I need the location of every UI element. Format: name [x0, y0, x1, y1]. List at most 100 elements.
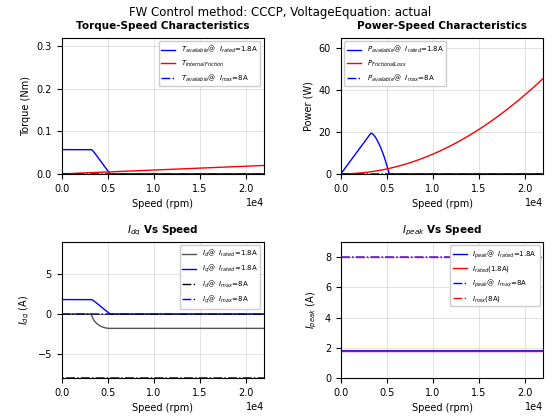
$P_{available}$@  $I_{rated}$=1.8A [338, 171, 344, 176]
$I_d$@  $I_{max}$=8A [58, 375, 65, 381]
$I_{peak}$@  $I_{rated}$=1.8A [361, 348, 367, 353]
$T_{available}$@  $I_{rated}$=1.8A [136, 171, 143, 176]
Line: $T_{available}$@  $I_{max}$=8A: $T_{available}$@ $I_{max}$=8A [62, 173, 264, 174]
Line: $I_q$@  $I_{max}$=8A: $I_q$@ $I_{max}$=8A [62, 313, 264, 314]
$T_{available}$@  $I_{max}$=8A [235, 171, 241, 176]
Legend: $P_{available}$@  $I_{rated}$=1.8A, $P_{FrictionalLoss}$, $P_{available}$@  $I_{: $P_{available}$@ $I_{rated}$=1.8A, $P_{F… [344, 41, 446, 87]
$P_{FrictionalLoss}$ [424, 154, 431, 159]
$I_{peak}$@  $I_{max}$=8A [424, 255, 431, 260]
$I_{peak}$@  $I_{max}$=8A [372, 255, 379, 260]
$I_q$@  $I_{rated}$=1.8A [235, 312, 241, 317]
$T_{InternalFriction}$ [260, 163, 267, 168]
$T_{InternalFriction}$ [81, 171, 88, 176]
$I_q$@  $I_{max}$=8A [260, 312, 267, 317]
$P_{available}$@  $I_{max}$=8A [361, 171, 367, 176]
$T_{available}$@  $I_{max}$=8A [94, 171, 100, 176]
$I_{peak}$@  $I_{rated}$=1.8A [415, 348, 422, 353]
$I_d$@  $I_{max}$=8A [136, 375, 143, 381]
$I_q$@  $I_{rated}$=1.8A [144, 312, 151, 317]
Line: $I_d$@  $I_{rated}$=1.8A: $I_d$@ $I_{rated}$=1.8A [62, 314, 264, 328]
Legend: $I_d$@  $I_{rated}$=1.8A, $I_q$@  $I_{rated}$=1.8A, $I_d$@  $I_{max}$=8A, $I_q$@: $I_d$@ $I_{rated}$=1.8A, $I_q$@ $I_{rate… [180, 245, 260, 309]
$I_q$@  $I_{max}$=8A [144, 312, 151, 317]
$T_{InternalFriction}$ [58, 171, 65, 176]
$I_{peak}$@  $I_{max}$=8A [338, 255, 344, 260]
$I_{peak}$@  $I_{rated}$=1.8A [514, 348, 521, 353]
$I_{max}$(8A) [338, 255, 344, 260]
$T_{InternalFriction}$ [235, 164, 241, 169]
$P_{available}$@  $I_{rated}$=1.8A [540, 171, 547, 176]
Y-axis label: $I_{dq}$ (A): $I_{dq}$ (A) [17, 295, 32, 325]
$I_d$@  $I_{rated}$=1.8A [58, 312, 65, 317]
$I_d$@  $I_{rated}$=1.8A [235, 326, 241, 331]
$I_d$@  $I_{max}$=8A [256, 375, 263, 381]
X-axis label: Speed (rpm): Speed (rpm) [412, 403, 473, 413]
Line: $I_q$@  $I_{rated}$=1.8A: $I_q$@ $I_{rated}$=1.8A [62, 299, 264, 314]
$T_{available}$@  $I_{rated}$=1.8A [58, 147, 65, 152]
$P_{FrictionalLoss}$ [536, 79, 543, 84]
$T_{available}$@  $I_{rated}$=1.8A [256, 171, 263, 176]
$T_{InternalFriction}$ [94, 170, 100, 175]
$I_d$@  $I_{rated}$=1.8A [106, 326, 113, 331]
Title: Power-Speed Characteristics: Power-Speed Characteristics [357, 21, 527, 32]
$T_{InternalFriction}$ [256, 163, 263, 168]
Y-axis label: $I_{peak}$ (A): $I_{peak}$ (A) [305, 291, 319, 329]
$I_{peak}$@  $I_{rated}$=1.8A [373, 348, 380, 353]
$I_q$@  $I_{max}$=8A [58, 311, 65, 316]
$P_{available}$@  $I_{rated}$=1.8A [514, 171, 521, 176]
$P_{FrictionalLoss}$ [514, 99, 521, 104]
Y-axis label: Torque (Nm): Torque (Nm) [21, 76, 31, 136]
$I_d$@  $I_{max}$=8A [58, 247, 65, 252]
$I_{peak}$@  $I_{rated}$=1.8A [367, 348, 374, 353]
$I_d$@  $I_{rated}$=1.8A [136, 326, 143, 331]
$P_{FrictionalLoss}$ [540, 76, 547, 81]
$I_{max}$(8A) [338, 255, 344, 260]
$I_q$@  $I_{rated}$=1.8A [94, 301, 100, 306]
$I_{peak}$@  $I_{rated}$=1.8A [540, 348, 547, 353]
$T_{available}$@  $I_{max}$=8A [58, 171, 65, 176]
$I_{peak}$@  $I_{rated}$=1.8A [424, 348, 431, 353]
$P_{FrictionalLoss}$ [338, 171, 344, 176]
Line: $P_{FrictionalLoss}$: $P_{FrictionalLoss}$ [341, 79, 543, 174]
$P_{available}$@  $I_{max}$=8A [338, 171, 344, 176]
$I_{peak}$@  $I_{max}$=8A [415, 255, 422, 260]
$P_{FrictionalLoss}$ [372, 168, 379, 173]
$T_{available}$@  $I_{rated}$=1.8A [81, 147, 88, 152]
$P_{FrictionalLoss}$ [361, 170, 367, 175]
$P_{FrictionalLoss}$ [415, 158, 422, 163]
$T_{available}$@  $I_{rated}$=1.8A [106, 171, 113, 176]
Y-axis label: Power (W): Power (W) [303, 81, 313, 131]
$I_q$@  $I_{max}$=8A [235, 312, 241, 317]
$I_q$@  $I_{rated}$=1.8A [260, 312, 267, 317]
$T_{available}$@  $I_{rated}$=1.8A [260, 171, 267, 176]
$I_{peak}$@  $I_{max}$=8A [361, 255, 367, 260]
Title: Torque-Speed Characteristics: Torque-Speed Characteristics [76, 21, 250, 32]
Line: $I_d$@  $I_{max}$=8A: $I_d$@ $I_{max}$=8A [62, 250, 264, 378]
Line: $P_{available}$@  $I_{rated}$=1.8A: $P_{available}$@ $I_{rated}$=1.8A [341, 133, 543, 174]
$T_{available}$@  $I_{max}$=8A [136, 171, 143, 176]
$I_q$@  $I_{max}$=8A [58, 312, 65, 317]
X-axis label: Speed (rpm): Speed (rpm) [412, 199, 473, 209]
$I_q$@  $I_{max}$=8A [81, 312, 88, 317]
$I_d$@  $I_{max}$=8A [94, 375, 100, 381]
Legend: $T_{available}$@  $I_{rated}$=1.8A, $T_{InternalFriction}$, $T_{available}$@  $I: $T_{available}$@ $I_{rated}$=1.8A, $T_{I… [158, 41, 260, 87]
$I_{peak}$@  $I_{rated}$=1.8A [338, 348, 344, 353]
$I_{peak}$@  $I_{max}$=8A [540, 255, 547, 260]
$T_{available}$@  $I_{max}$=8A [81, 171, 88, 176]
Text: FW Control method: CCCP, VoltageEquation: actual: FW Control method: CCCP, VoltageEquation… [129, 6, 431, 19]
$T_{available}$@  $I_{rated}$=1.8A [144, 171, 151, 176]
$I_d$@  $I_{max}$=8A [235, 375, 241, 381]
$I_d$@  $I_{rated}$=1.8A [94, 321, 100, 326]
$T_{available}$@  $I_{rated}$=1.8A [235, 171, 241, 176]
$P_{available}$@  $I_{rated}$=1.8A [361, 140, 367, 145]
X-axis label: Speed (rpm): Speed (rpm) [132, 403, 193, 413]
$I_q$@  $I_{rated}$=1.8A [136, 312, 143, 317]
$T_{available}$@  $I_{max}$=8A [260, 171, 267, 176]
$I_d$@  $I_{rated}$=1.8A [81, 312, 88, 317]
$I_{peak}$@  $I_{rated}$=1.8A [536, 348, 543, 353]
$I_d$@  $I_{max}$=8A [81, 375, 88, 381]
$P_{available}$@  $I_{rated}$=1.8A [415, 171, 422, 176]
$I_d$@  $I_{max}$=8A [144, 375, 151, 381]
$P_{available}$@  $I_{max}$=8A [424, 171, 431, 176]
$P_{available}$@  $I_{rated}$=1.8A [372, 136, 379, 141]
$I_{peak}$@  $I_{max}$=8A [338, 255, 344, 260]
